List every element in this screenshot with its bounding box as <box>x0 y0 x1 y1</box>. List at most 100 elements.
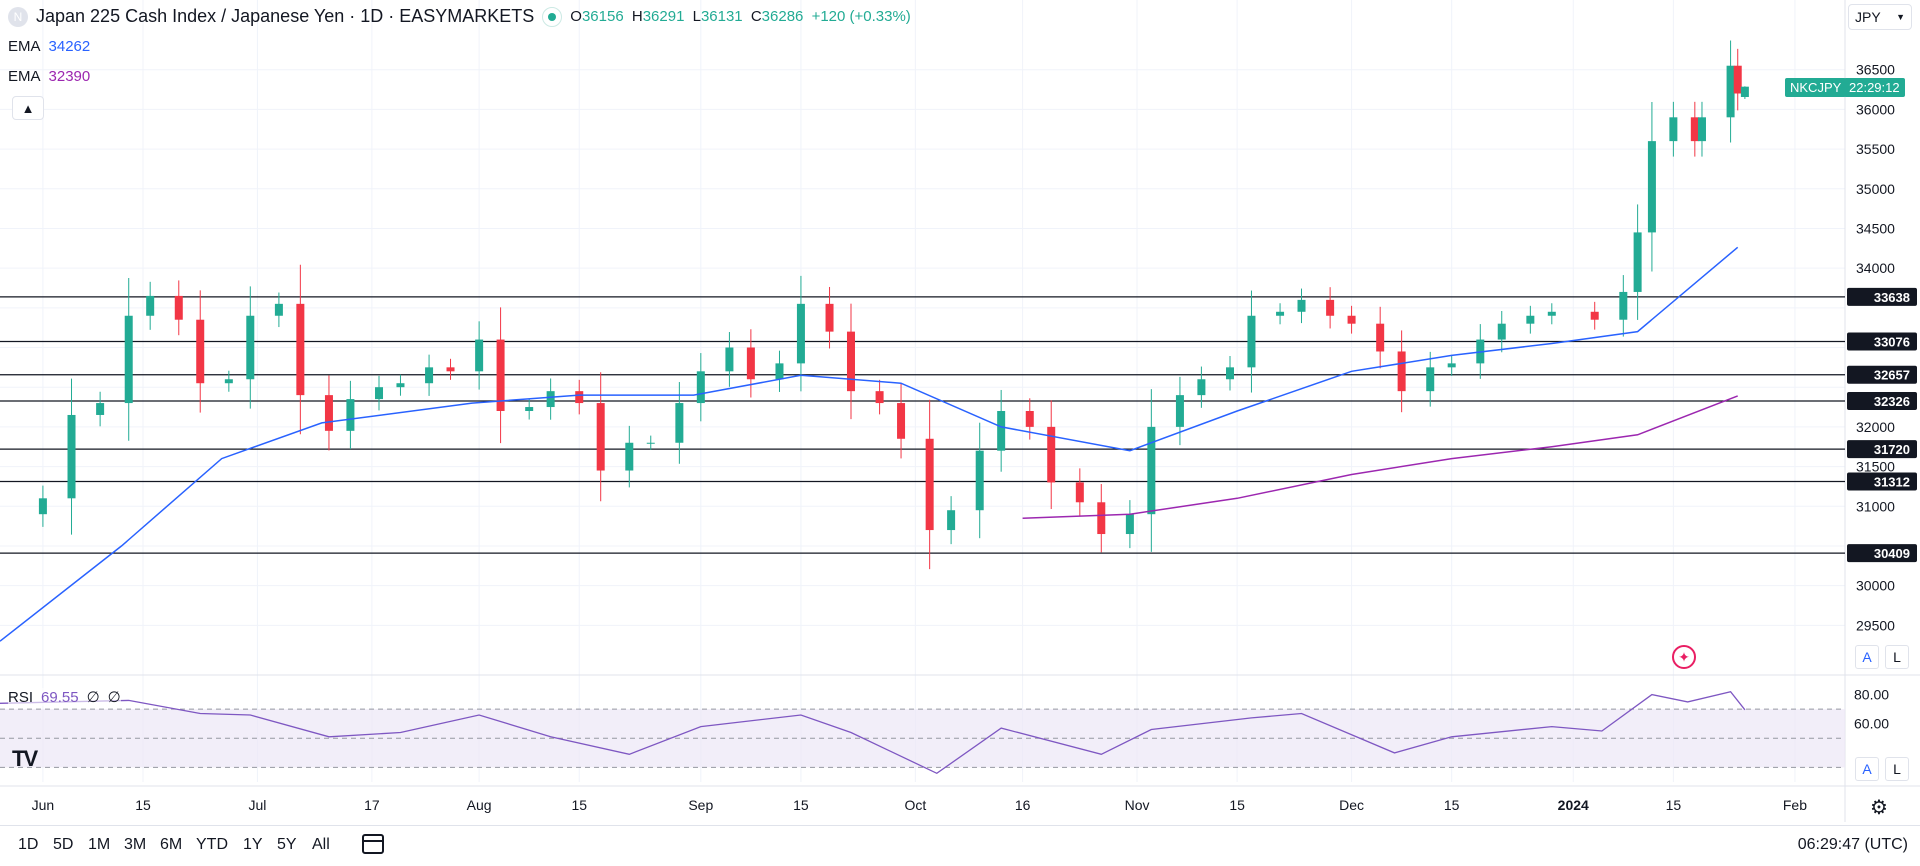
range-button-ytd[interactable]: YTD <box>196 836 228 853</box>
y-tick-label: 32000 <box>1856 419 1895 435</box>
candle-body <box>1740 86 1749 97</box>
range-button-5y[interactable]: 5Y <box>277 836 297 853</box>
candle-body <box>596 403 605 471</box>
y-tick-label: 31000 <box>1856 498 1895 514</box>
ema-slow-legend[interactable]: EMA 32390 <box>8 68 90 85</box>
candle-body <box>725 347 734 372</box>
x-tick-label: Nov <box>1125 797 1150 813</box>
rsi-tick-label: 60.00 <box>1854 716 1889 732</box>
open-label: O <box>570 8 582 25</box>
candle-body <box>346 399 355 431</box>
candle-body <box>1125 514 1134 535</box>
candle-body <box>396 383 405 388</box>
candle-body <box>224 379 233 384</box>
y-tick-label: 36000 <box>1856 101 1895 117</box>
y-tick-label: 30000 <box>1856 578 1895 594</box>
candle-body <box>174 295 183 320</box>
candle-body <box>947 510 956 531</box>
candle-body <box>575 391 584 404</box>
x-tick-label: 15 <box>1444 797 1460 813</box>
utc-clock[interactable]: 06:29:47 (UTC) <box>1797 836 1908 853</box>
candle-body <box>525 407 534 411</box>
candle-body <box>1726 65 1735 118</box>
candle-body <box>96 403 105 415</box>
gear-icon[interactable]: ⚙ <box>1870 797 1888 819</box>
candle-body <box>1326 299 1335 316</box>
rsi-extra-2: ∅ <box>107 689 121 706</box>
rsi-label: RSI <box>8 688 34 706</box>
x-tick-label: 15 <box>793 797 809 813</box>
candle-body <box>1047 426 1056 483</box>
candle-body <box>1097 502 1106 535</box>
level-label: 31312 <box>1874 474 1910 489</box>
rsi-log-scale-button[interactable]: L <box>1885 757 1909 781</box>
lightning-icon[interactable]: ✦ <box>1672 645 1696 669</box>
candle-body <box>1447 363 1456 368</box>
x-tick-label: 15 <box>1666 797 1682 813</box>
candle-body <box>1526 315 1535 324</box>
candle-body <box>997 411 1006 451</box>
candle-body <box>475 339 484 372</box>
log-scale-button[interactable]: L <box>1885 645 1909 669</box>
candle-body <box>425 367 434 384</box>
candle-body <box>375 387 384 400</box>
candle-body <box>825 303 834 332</box>
candle-body <box>1733 65 1742 94</box>
rsi-extra-1: ∅ <box>86 689 100 706</box>
symbol-title[interactable]: Japan 225 Cash Index / Japanese Yen · 1D… <box>36 6 535 26</box>
y-tick-label: 34500 <box>1856 220 1895 236</box>
collapse-legend-button[interactable]: ▲ <box>12 96 44 120</box>
candle-body <box>925 438 934 531</box>
candle-body <box>897 403 906 439</box>
range-button-1d[interactable]: 1D <box>18 836 39 853</box>
candle-body <box>1376 323 1385 352</box>
rsi-auto-scale-button[interactable]: A <box>1855 757 1879 781</box>
y-tick-label: 34000 <box>1856 260 1895 276</box>
level-tag <box>1847 365 1917 384</box>
x-tick-label: Jul <box>248 797 266 813</box>
ohlc-values: O36156 H36291 L36131 C36286 +120 (+0.33%… <box>570 8 911 25</box>
candle-body <box>1347 315 1356 324</box>
level-tag <box>1847 544 1917 563</box>
candle-body <box>1633 232 1642 292</box>
currency-value: JPY <box>1855 9 1881 25</box>
auto-scale-button[interactable]: A <box>1855 645 1879 669</box>
y-tick-label: 29500 <box>1856 617 1895 633</box>
range-button-3m[interactable]: 3M <box>124 836 147 853</box>
candle-body <box>274 303 283 316</box>
range-button-5d[interactable]: 5D <box>53 836 74 853</box>
candle-body <box>1197 379 1206 396</box>
range-button-6m[interactable]: 6M <box>160 836 183 853</box>
rsi-legend[interactable]: RSI 69.55 ∅ ∅ <box>8 688 121 706</box>
level-label: 31720 <box>1874 442 1910 457</box>
symbol-logo-icon: N <box>8 6 28 27</box>
tradingview-logo-icon[interactable]: TV <box>12 746 38 771</box>
candle-body <box>1297 299 1306 312</box>
ema-slow-line <box>1022 395 1738 519</box>
close-label: C <box>750 8 762 25</box>
level-label: 33638 <box>1874 290 1910 305</box>
currency-select[interactable]: JPY ▼ <box>1848 4 1912 30</box>
candle-body <box>1647 141 1656 233</box>
calendar-icon[interactable] <box>362 834 384 854</box>
level-tag <box>1847 332 1917 351</box>
ema-fast-legend[interactable]: EMA 34262 <box>8 38 90 55</box>
level-tag <box>1847 391 1917 410</box>
candle-body <box>1619 291 1628 320</box>
candle-body <box>796 303 805 364</box>
y-tick-label: 35000 <box>1856 181 1895 197</box>
range-button-1y[interactable]: 1Y <box>243 836 263 853</box>
high-label: H <box>631 8 643 25</box>
level-tag <box>1847 440 1917 459</box>
candle-body <box>446 367 455 372</box>
x-tick-label: 15 <box>571 797 587 813</box>
chart-legend: N Japan 225 Cash Index / Japanese Yen · … <box>8 6 911 27</box>
range-button-all[interactable]: All <box>312 836 330 853</box>
candle-body <box>67 414 76 499</box>
market-status-icon <box>542 6 563 27</box>
high-value: 36291 <box>642 8 685 25</box>
close-value: 36286 <box>761 8 804 25</box>
bottom-toolbar <box>0 825 1920 866</box>
range-button-1m[interactable]: 1M <box>88 836 111 853</box>
